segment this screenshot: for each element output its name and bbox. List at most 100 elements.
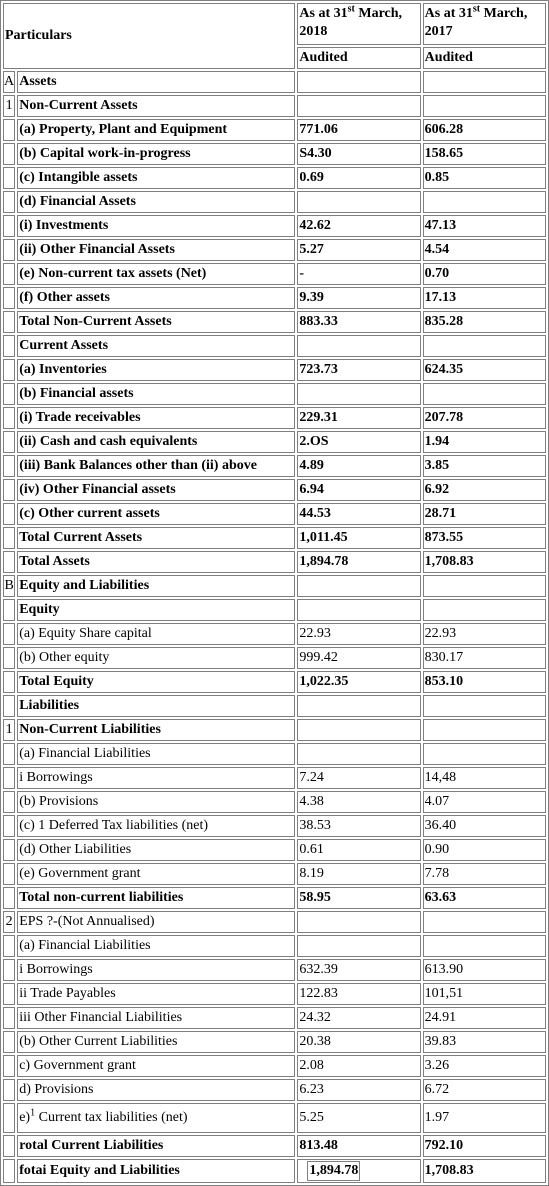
row-number [3, 359, 16, 381]
row-label: Equity [17, 599, 296, 621]
row-label: (a) Financial Liabilities [17, 935, 296, 957]
row-label: (b) Provisions [17, 791, 296, 813]
table-row: 1 Non-Current Assets [3, 95, 546, 117]
value-2018: 1,011.45 [297, 527, 421, 549]
value-2018: 5.25 [297, 1103, 421, 1133]
value-2017: 0.70 [422, 263, 546, 285]
table-row: Total Current Assets 1,011.45 873.55 [3, 527, 546, 549]
table-row: (ii) Cash and cash equivalents 2.OS 1.94 [3, 431, 546, 453]
row-number [3, 743, 16, 765]
table-row: (d) Other Liabilities 0.61 0.90 [3, 839, 546, 861]
row-number [3, 935, 16, 957]
row-label: Non-Current Assets [17, 95, 296, 117]
value-2017: 17.13 [422, 287, 546, 309]
value-2017 [422, 383, 546, 405]
row-label: Assets [17, 71, 296, 93]
col-2018-sup: st [347, 3, 355, 15]
value-2018: - [297, 263, 421, 285]
table-row: (b) Capital work-in-progress S4.30 158.65 [3, 143, 546, 165]
value-2017: 24.91 [422, 1007, 546, 1029]
value-2017: 28.71 [422, 503, 546, 525]
row-label: d) Provisions [17, 1079, 296, 1101]
row-number [3, 983, 16, 1005]
value-2017 [422, 575, 546, 597]
row-number: B [3, 575, 16, 597]
table-row: ii Trade Payables 122.83 101,51 [3, 983, 546, 1005]
row-number [3, 479, 16, 501]
table-row: (a) Inventories 723.73 624.35 [3, 359, 546, 381]
row-number [3, 119, 16, 141]
table-row: (ii) Other Financial Assets 5.27 4.54 [3, 239, 546, 261]
table-row: (d) Financial Assets [3, 191, 546, 213]
table-row: Equity [3, 599, 546, 621]
row-number [3, 167, 16, 189]
row-label: c) Government grant [17, 1055, 296, 1077]
row-label: Equity and Liabilities [17, 575, 296, 597]
row-number [3, 287, 16, 309]
value-2018: 4.38 [297, 791, 421, 813]
row-label-sup: 1 [30, 1107, 36, 1119]
table-row: (i) Investments 42.62 47.13 [3, 215, 546, 237]
table-row: i Borrowings 632.39 613.90 [3, 959, 546, 981]
table-row: (i) Trade receivables 229.31 207.78 [3, 407, 546, 429]
value-2017 [422, 191, 546, 213]
value-2017 [422, 71, 546, 93]
row-number [3, 263, 16, 285]
table-row: (a) Financial Liabilities [3, 743, 546, 765]
col-2018-suffix: March, 2018 [299, 6, 403, 39]
row-label: (d) Other Liabilities [17, 839, 296, 861]
row-number: 1 [3, 719, 16, 741]
value-2018: 8.19 [297, 863, 421, 885]
row-label: (ii) Cash and cash equivalents [17, 431, 296, 453]
table-row: rotal Current Liabilities 813.48 792.10 [3, 1135, 546, 1157]
table-row: Liabilities [3, 695, 546, 717]
value-2017 [422, 935, 546, 957]
value-2018: 20.38 [297, 1031, 421, 1053]
value-2018 [297, 743, 421, 765]
value-2017: 1,708.83 [422, 1159, 546, 1183]
value-2018: 44.53 [297, 503, 421, 525]
table-row: (e) Non-current tax assets (Net) -0.70 [3, 263, 546, 285]
table-row: (c) 1 Deferred Tax liabilities (net) 38.5… [3, 815, 546, 837]
header-row: Particulars As at 31st March, 2018 As at… [3, 3, 546, 69]
row-number [3, 1031, 16, 1053]
row-label: (c) Other current assets [17, 503, 296, 525]
row-label: (ii) Other Financial Assets [17, 239, 296, 261]
row-number [3, 1159, 16, 1183]
row-label: EPS ?-(Not Annualised) [17, 911, 296, 933]
table-row: (e) Government grant 8.19 7.78 [3, 863, 546, 885]
row-label: Total non-current liabilities [17, 887, 296, 909]
row-number [3, 335, 16, 357]
row-number [3, 455, 16, 477]
table-row: (c) Intangible assets 0.69 0.85 [3, 167, 546, 189]
value-2017: 36.40 [422, 815, 546, 837]
value-2018: 1,894.78 [297, 1159, 421, 1183]
row-label-prefix: e) [19, 1110, 31, 1125]
table-row: c) Government grant 2.08 3.26 [3, 1055, 546, 1077]
value-2018: 1,022.35 [297, 671, 421, 693]
row-label: Liabilities [17, 695, 296, 717]
table-row: (iii) Bank Balances other than (ii) abov… [3, 455, 546, 477]
value-2018: S4.30 [297, 143, 421, 165]
table-row: d) Provisions 6.23 6.72 [3, 1079, 546, 1101]
table-row: (c) Other current assets 44.53 28.71 [3, 503, 546, 525]
row-number [3, 239, 16, 261]
row-number [3, 527, 16, 549]
row-number [3, 383, 16, 405]
row-number [3, 1135, 16, 1157]
value-2018: 2.08 [297, 1055, 421, 1077]
value-2017: 830.17 [422, 647, 546, 669]
row-number [3, 647, 16, 669]
value-2018: 6.23 [297, 1079, 421, 1101]
row-number: A [3, 71, 16, 93]
col-2018-header: As at 31st March, 2018 [297, 3, 421, 45]
value-2018: 58.95 [297, 887, 421, 909]
row-label: (f) Other assets [17, 287, 296, 309]
value-2018: 0.69 [297, 167, 421, 189]
row-number [3, 407, 16, 429]
row-number [3, 1055, 16, 1077]
value-2017: 14,48 [422, 767, 546, 789]
row-label: Total Assets [17, 551, 296, 573]
particulars-header: Particulars [3, 3, 296, 69]
